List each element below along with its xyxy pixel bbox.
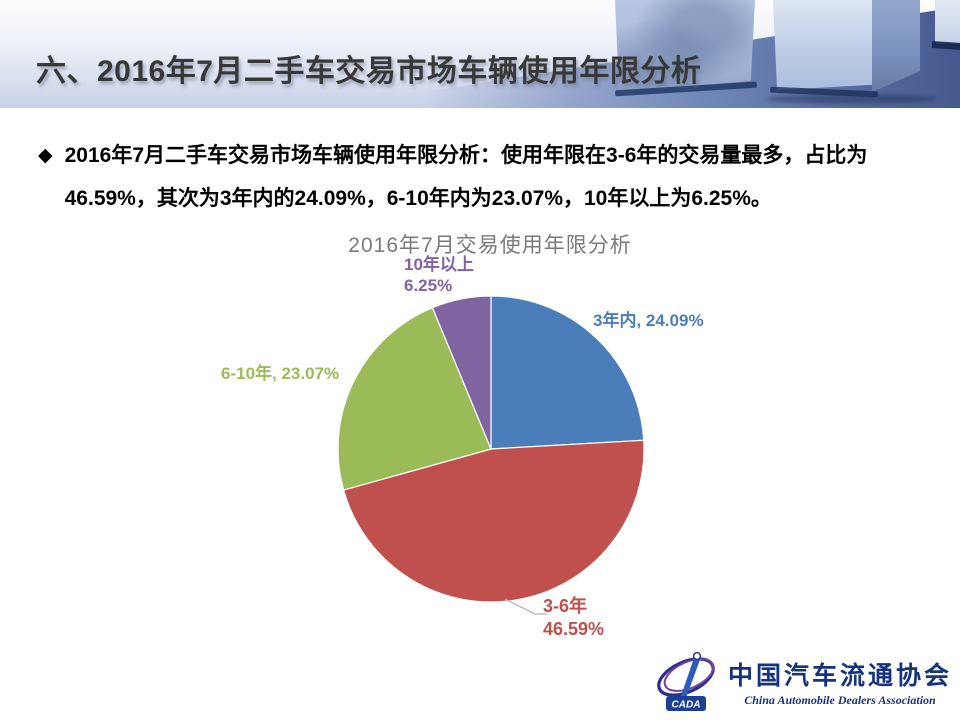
pie-label-0-3yr: 3年内, 24.09% xyxy=(593,311,704,330)
pie-label-over10yr-value: 6.25% xyxy=(404,276,453,295)
leader-line xyxy=(504,598,547,615)
pie-label-3-6yr-name: 3-6年 xyxy=(543,596,588,616)
logo-text-block: 中国汽车流通协会 China Automobile Dealers Associ… xyxy=(728,656,952,708)
diamond-bullet-icon: ◆ xyxy=(38,145,53,166)
cube-partial-decor xyxy=(935,0,960,44)
cube-map-decor xyxy=(615,0,755,93)
pie-label-over10yr-name: 10年以上 xyxy=(404,255,474,274)
pie-chart xyxy=(337,295,645,615)
cada-emblem-icon: CADA xyxy=(657,651,715,711)
pie-slice-3年内 xyxy=(490,295,645,450)
pie-label-3-6yr: 3-6年 46.59% xyxy=(543,595,604,641)
pie-slice-10年以上 xyxy=(431,295,492,450)
cada-abbr-text: CADA xyxy=(672,700,701,711)
bullet-text: 2016年7月二手车交易市场车辆使用年限分析：使用年限在3-6年的交易量最多，占… xyxy=(64,144,868,210)
header-band: 六、2016年7月二手车交易市场车辆使用年限分析 xyxy=(0,0,960,108)
pie-label-over10yr: 10年以上 6.25% xyxy=(404,254,474,296)
header-decoration-cubes xyxy=(420,0,960,108)
pie-slice-6-10年 xyxy=(337,306,492,491)
logo-chinese-name: 中国汽车流通协会 xyxy=(727,663,952,690)
cube-shadow-decor xyxy=(766,94,936,104)
cube-front-decor xyxy=(773,0,875,91)
page-title: 六、2016年7月二手车交易市场车辆使用年限分析 xyxy=(36,55,702,88)
pie-slices xyxy=(337,295,645,603)
logo-english-name: China Automobile Dealers Association xyxy=(744,693,936,707)
pie-label-6-10yr: 6-10年, 23.07% xyxy=(221,364,340,383)
bullet-row: ◆ 2016年7月二手车交易市场车辆使用年限分析：使用年限在3-6年的交易量最多… xyxy=(38,134,903,220)
chart-title: 2016年7月交易使用年限分析 xyxy=(348,234,632,257)
pie-label-3-6yr-value: 46.59% xyxy=(543,619,605,639)
cada-logo: CADA 中国汽车流通协会 China Automobile Dealers A… xyxy=(652,650,952,714)
pie-slice-3-6年 xyxy=(342,439,645,603)
